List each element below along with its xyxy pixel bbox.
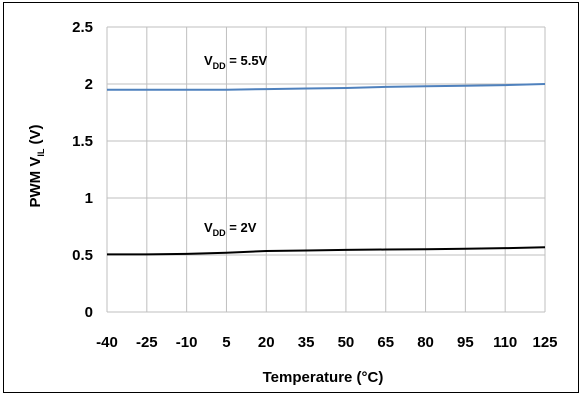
x-axis-title: Temperature (°C)	[263, 369, 384, 386]
x-axis-ticks: -40 -25 -10 5 20 35 50 65 80 95 110 125	[96, 334, 557, 351]
x-tick-label: -10	[176, 334, 198, 351]
x-tick-label: -25	[136, 334, 158, 351]
y-axis-title: PWM VIL (V)	[27, 124, 46, 207]
x-tick-label: 35	[298, 334, 315, 351]
x-tick-label: 110	[493, 334, 517, 351]
series-line-0	[107, 83, 546, 91]
x-tick-label: 95	[457, 334, 474, 351]
x-tick-label: 20	[258, 334, 275, 351]
y-tick-label: 1	[85, 190, 93, 207]
y-tick-label: 2	[85, 76, 93, 93]
x-tick-label: 5	[222, 334, 230, 351]
x-tick-label: 65	[377, 334, 394, 351]
y-tick-label: 1.5	[72, 133, 93, 150]
x-tick-label: -40	[96, 334, 118, 351]
series-line-1	[107, 246, 546, 256]
y-axis-ticks: 0 0.5 1 1.5 2 2.5	[72, 19, 93, 321]
y-tick-label: 0	[85, 304, 93, 321]
series-label-vdd-5-5v: VDD = 5.5V	[204, 53, 268, 71]
x-tick-label: 80	[417, 334, 434, 351]
y-tick-label: 2.5	[72, 19, 93, 36]
x-tick-label: 125	[532, 334, 557, 351]
series-label-vdd-2v: VDD = 2V	[204, 220, 257, 238]
x-tick-label: 50	[338, 334, 355, 351]
series-lines	[107, 83, 546, 256]
y-tick-label: 0.5	[72, 247, 93, 264]
grid	[106, 26, 546, 313]
